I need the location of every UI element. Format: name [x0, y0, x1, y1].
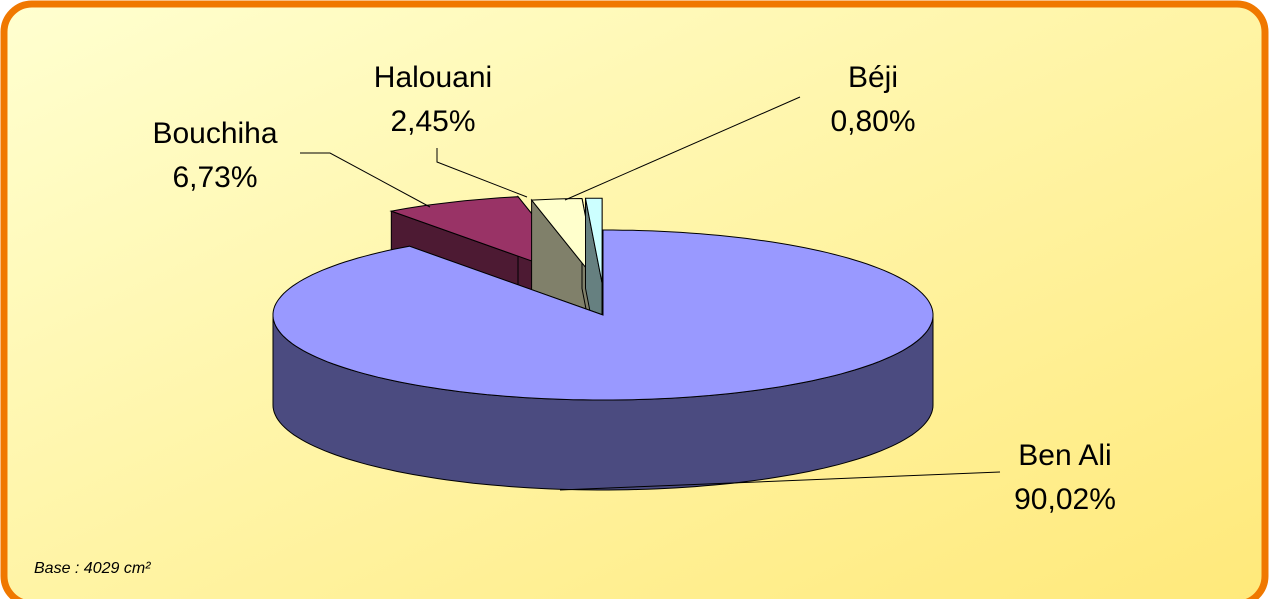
slice — [272, 229, 934, 401]
note: Base : 4029 cm² — [34, 560, 151, 577]
slice — [530, 197, 599, 284]
slice-label: Bouchiha — [152, 117, 277, 150]
value-label: 6,73% — [172, 161, 257, 194]
value-label: 0,80% — [830, 105, 915, 138]
labels: Ben Ali 90,02% Bouchiha 6,73% Halouani 2,45% B… — [152, 61, 1115, 516]
value-label: 90,02% — [1014, 483, 1116, 516]
leader-line — [300, 152, 431, 208]
value-label: 2,45% — [390, 105, 475, 138]
pie — [272, 195, 934, 491]
slice-label: Béji — [848, 61, 898, 94]
leader-line — [436, 148, 528, 198]
leader-line — [559, 471, 1001, 491]
slice-label: Halouani — [374, 61, 492, 94]
slice — [584, 197, 603, 284]
leader-line — [564, 96, 801, 201]
slice-label: Ben Ali — [1018, 439, 1111, 472]
